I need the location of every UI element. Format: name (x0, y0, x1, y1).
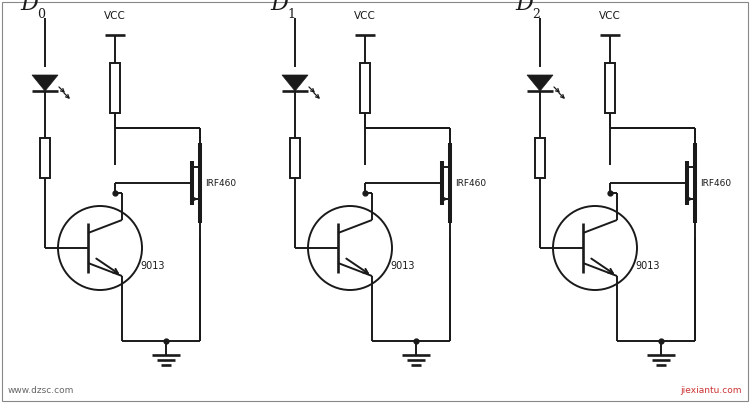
Text: IRF460: IRF460 (700, 179, 731, 187)
Bar (360, 63, 370, 113)
Text: VCC: VCC (599, 11, 621, 21)
Text: D: D (515, 0, 532, 15)
Text: D: D (20, 0, 38, 15)
Text: 9013: 9013 (390, 261, 415, 271)
Bar (290, 138, 300, 178)
Text: VCC: VCC (104, 11, 126, 21)
Text: 9013: 9013 (635, 261, 659, 271)
Bar (605, 63, 615, 113)
Bar (110, 63, 120, 113)
Bar (40, 138, 50, 178)
Polygon shape (282, 75, 308, 91)
Text: 2: 2 (532, 8, 540, 21)
Text: 1: 1 (287, 8, 295, 21)
Text: www.dzsc.com: www.dzsc.com (8, 386, 74, 395)
Polygon shape (32, 75, 58, 91)
Bar (535, 138, 545, 178)
Text: 0: 0 (37, 8, 45, 21)
Polygon shape (527, 75, 553, 91)
Text: 9013: 9013 (140, 261, 164, 271)
Text: D: D (270, 0, 288, 15)
Text: IRF460: IRF460 (455, 179, 486, 187)
Text: VCC: VCC (354, 11, 376, 21)
Text: IRF460: IRF460 (205, 179, 236, 187)
Text: jiexiantu.com: jiexiantu.com (680, 386, 742, 395)
